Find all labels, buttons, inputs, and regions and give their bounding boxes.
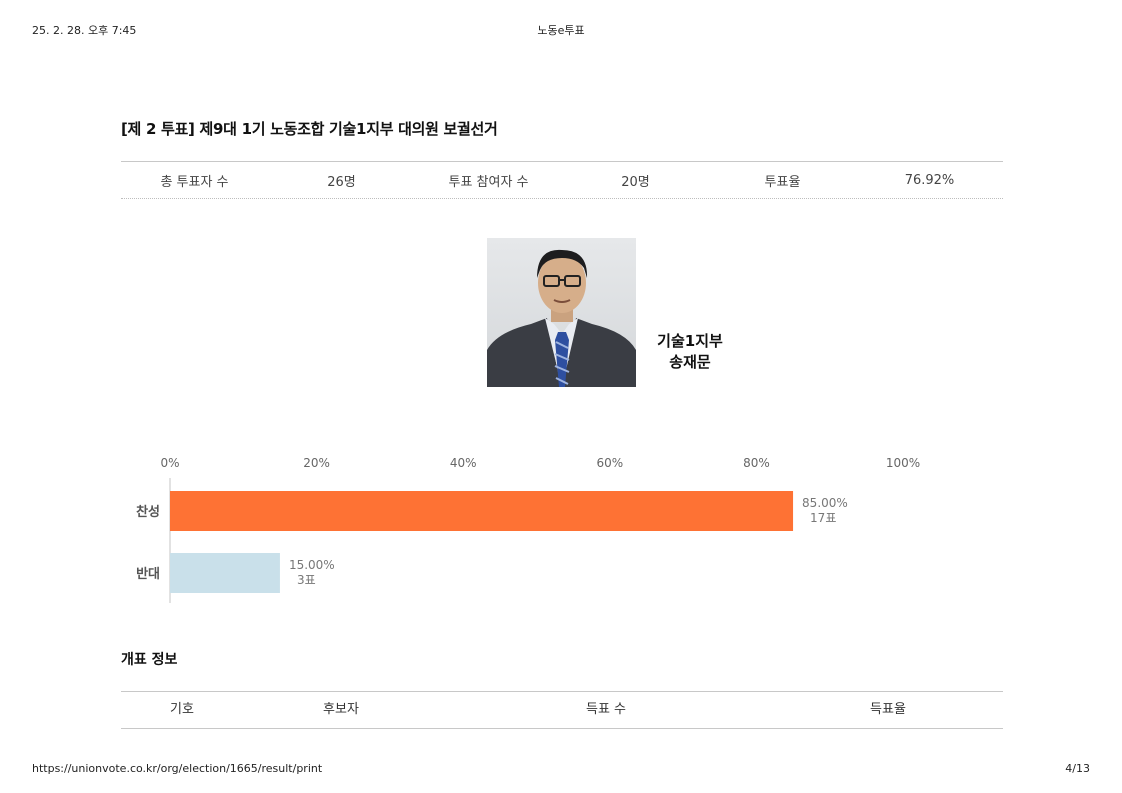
header-vote-rate: 득표율 — [870, 702, 906, 717]
print-page-number: 4/13 — [1065, 762, 1090, 775]
print-page-title: 노동e투표 — [537, 24, 585, 37]
x-tick-label: 80% — [743, 456, 770, 470]
vote-summary-table: 총 투표자 수 26명 투표 참여자 수 20명 투표율 76.92% — [121, 161, 1003, 199]
candidate-name: 송재문 — [669, 353, 711, 371]
bar-value-label: 15.00% — [289, 558, 335, 572]
category-label: 찬성 — [136, 504, 160, 520]
total-voters-label: 총 투표자 수 — [160, 174, 229, 190]
bar-value-label: 85.00% — [802, 496, 848, 510]
print-datetime: 25. 2. 28. 오후 7:45 — [32, 24, 137, 37]
turnout-value: 76.92% — [904, 172, 955, 188]
x-tick-label: 40% — [450, 456, 477, 470]
participants-value: 20명 — [621, 174, 650, 190]
participants-label: 투표 참여자 수 — [448, 174, 529, 190]
candidate-label: 기술1지부 송재문 — [640, 331, 740, 373]
x-tick-label: 20% — [303, 456, 330, 470]
count-info-title: 개표 정보 — [121, 652, 178, 668]
category-label: 반대 — [136, 566, 160, 582]
election-title: [제 2 투표] 제9대 1기 노동조합 기술1지부 대의원 보궐선거 — [121, 120, 498, 138]
total-voters-value: 26명 — [327, 174, 356, 190]
bar-approve — [170, 491, 794, 531]
header-symbol: 기호 — [170, 702, 194, 717]
header-votes: 득표 수 — [585, 702, 626, 717]
header-candidate: 후보자 — [323, 702, 359, 717]
turnout-label: 투표율 — [764, 174, 801, 190]
candidate-photo — [487, 238, 636, 387]
candidate-branch: 기술1지부 — [657, 332, 723, 350]
bar-vote-count-label: 17표 — [810, 511, 836, 525]
x-tick-label: 60% — [596, 456, 623, 470]
count-info-table-header: 기호 후보자 득표 수 득표율 — [121, 691, 1003, 729]
x-tick-label: 0% — [160, 456, 179, 470]
bar-vote-count-label: 3표 — [297, 573, 316, 587]
print-url: https://unionvote.co.kr/org/election/166… — [32, 762, 323, 775]
bar-reject — [170, 553, 280, 593]
x-tick-label: 100% — [886, 456, 920, 470]
